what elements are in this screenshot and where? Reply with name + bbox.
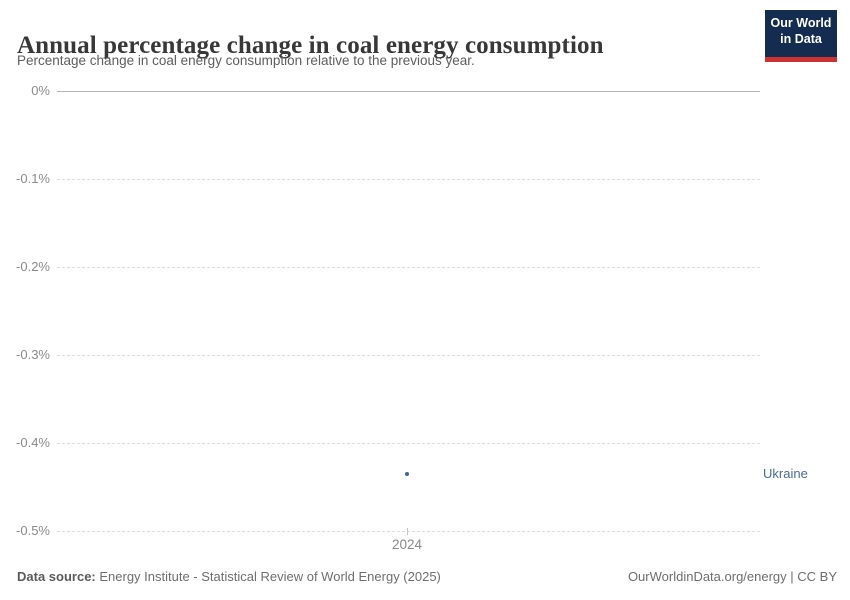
chart-title: Annual percentage change in coal energy … <box>17 31 604 59</box>
chart-footer: Data source: Energy Institute - Statisti… <box>17 569 837 584</box>
x-axis-tick-label: 2024 <box>391 537 423 552</box>
y-axis-tick-label: -0.2% <box>16 259 50 274</box>
owid-logo[interactable]: Our World in Data <box>765 10 837 62</box>
y-axis-tick-label: -0.1% <box>16 171 50 186</box>
gridline <box>57 267 760 268</box>
entity-label-ukraine[interactable]: Ukraine <box>763 466 808 481</box>
owid-logo-line2: in Data <box>780 32 822 46</box>
y-axis-tick-label: -0.5% <box>16 523 50 538</box>
data-source-note: Data source: Energy Institute - Statisti… <box>17 569 441 584</box>
y-axis-tick-label: -0.4% <box>16 435 50 450</box>
attribution-link[interactable]: OurWorldinData.org/energy | CC BY <box>627 569 837 584</box>
gridline <box>57 355 760 356</box>
gridline <box>57 179 760 180</box>
zero-gridline <box>57 91 760 92</box>
data-source-text: Energy Institute - Statistical Review of… <box>95 569 441 584</box>
owid-logo-line1: Our World <box>770 16 832 30</box>
chart-subtitle: Percentage change in coal energy consump… <box>17 53 475 68</box>
data-source-label: Data source: <box>17 569 96 584</box>
x-axis-tick-mark <box>407 528 408 535</box>
gridline <box>57 531 760 532</box>
data-point-ukraine-2024[interactable] <box>405 472 409 476</box>
gridline <box>57 443 760 444</box>
y-axis-tick-label: -0.3% <box>16 347 50 362</box>
y-axis-tick-label: 0% <box>31 83 50 98</box>
